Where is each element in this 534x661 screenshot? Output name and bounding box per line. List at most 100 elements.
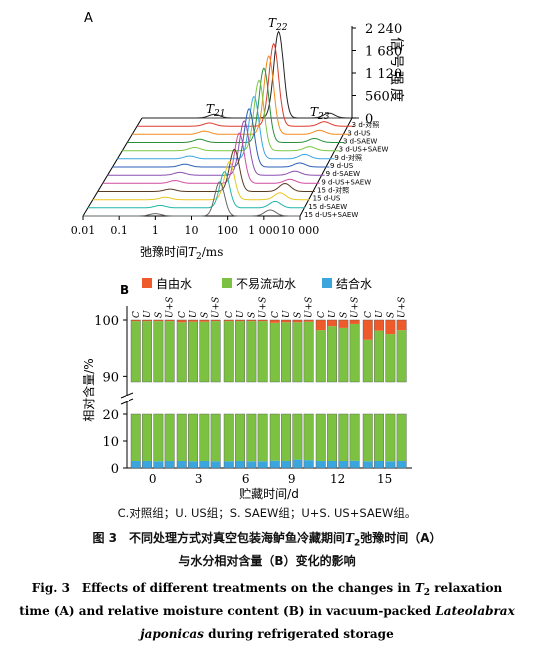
bar-free-water: [246, 320, 257, 322]
bar-free-water: [131, 320, 141, 322]
bar-free-water: [177, 320, 187, 323]
caption-en-line-3: japonicas during refrigerated storage: [138, 627, 394, 641]
bar-free-water: [188, 320, 198, 322]
legend-label: 不易流动水: [236, 277, 296, 291]
bar-bound-water: [246, 461, 257, 468]
bar-bound-water: [188, 461, 198, 468]
legend-label: 结合水: [336, 276, 372, 291]
caption-cn-title-2: 与水分相对含量（B）变化的影响: [178, 554, 356, 568]
series-label: 3 d-SAEW: [343, 138, 377, 146]
panel-b-x-label: 贮藏时间/d: [239, 486, 299, 501]
bar-outline-upper: [188, 319, 199, 383]
series-label: 9 d-对照: [334, 153, 362, 162]
series-label: 3 d-US+SAEW: [339, 146, 389, 154]
right-tick-label: 1 680: [365, 45, 402, 60]
bar-outline-lower: [315, 413, 326, 469]
caption-cn-title: 图 3 不同处理方式对真空包装海鲈鱼冷藏期间T2弛豫时间（A）: [92, 531, 442, 549]
bar-immobilized-water-lower: [164, 414, 175, 461]
bar-outline-upper: [130, 319, 141, 383]
right-tick-label: 560: [365, 90, 390, 105]
caption-en-line-2: time (A) and relative moisture content (…: [19, 604, 515, 618]
series-label: 9 d-SAEW: [326, 170, 360, 178]
bar-immobilized-water-lower: [131, 414, 141, 461]
panel-b-legend: 自由水 不易流动水 结合水: [142, 276, 372, 291]
bar-outline-lower: [362, 413, 373, 469]
peak-label-t21: T21: [206, 102, 225, 119]
bar-immobilized-water-lower: [349, 414, 360, 461]
bar-bound-water: [396, 460, 407, 468]
bar-immobilized-water-upper: [246, 321, 257, 382]
right-tick-label: 2 240: [365, 22, 402, 37]
series-curve: [102, 132, 320, 184]
bar-bound-water: [374, 460, 384, 468]
bar-immobilized-water-upper: [257, 321, 268, 382]
bar-immobilized-water-lower: [199, 414, 210, 461]
bar-outline-upper: [385, 319, 396, 383]
bar-free-water: [338, 320, 349, 328]
series-curve: [87, 171, 305, 209]
panel-a-label: A: [84, 11, 93, 26]
bar-group-label: U+S: [166, 297, 176, 318]
bar-outline-lower: [164, 413, 175, 469]
bar-outline-upper: [315, 319, 326, 383]
bar-free-water: [153, 320, 164, 322]
bar-free-water: [257, 320, 268, 322]
series-curve: [122, 79, 340, 152]
bar-group-label: U: [375, 310, 385, 318]
bar-immobilized-water-lower: [246, 414, 257, 462]
bar-outline-upper: [176, 319, 187, 383]
bar-outline-lower: [327, 413, 337, 469]
bar-immobilized-water-lower: [292, 414, 303, 460]
caption-abbreviations: C.对照组；U. US组；S. SAEW组；U+S. US+SAEW组。: [117, 506, 417, 520]
bar-group-label: C: [132, 311, 142, 318]
bar-immobilized-water-lower: [327, 414, 337, 461]
bar-bound-water: [385, 461, 396, 468]
bar-outline-lower: [235, 413, 246, 469]
bar-immobilized-water-upper: [385, 334, 396, 382]
bar-bound-water: [177, 460, 187, 468]
bar-group-label: U+S: [305, 297, 315, 318]
series-label: 3 d-US: [347, 129, 371, 137]
bar-group-label: S: [386, 312, 396, 318]
bar-free-water: [349, 320, 360, 324]
x-tick-label: 0.1: [110, 224, 128, 237]
bar-outline-upper: [257, 319, 268, 383]
bar-free-water: [303, 320, 314, 322]
right-tick-label: 0: [365, 112, 373, 127]
bar-outline-upper: [235, 319, 246, 383]
legend-label: 自由水: [156, 277, 192, 291]
caption-en-line-1: Fig. 3 Effects of different treatments o…: [32, 581, 503, 598]
panel-a-right-ticks: 2 240 1 680 1 120 560 0: [352, 22, 402, 127]
x-tick-label: 100: [217, 224, 238, 237]
bar-outline-lower: [130, 413, 141, 469]
bar-outline-upper: [362, 319, 373, 383]
bar-group-label: C: [317, 311, 327, 318]
series-label: 9 d-US+SAEW: [321, 178, 371, 186]
bar-immobilized-water-upper: [131, 321, 141, 382]
bar-bound-water: [327, 460, 337, 468]
bar-immobilized-water-upper: [396, 330, 407, 382]
bar-free-water: [142, 320, 152, 322]
x-tick-label: 1 000: [248, 224, 280, 237]
x-tick-label: 0: [149, 472, 157, 486]
y-tick-label: 100: [94, 314, 119, 329]
bar-group-label: U+S: [212, 297, 222, 318]
panel-b-y-label: 相对含量/%: [81, 358, 96, 421]
bar-bound-water: [257, 461, 268, 468]
bar-immobilized-water-upper: [153, 321, 164, 382]
bar-outline-upper: [164, 319, 175, 383]
bar-immobilized-water-lower: [210, 414, 221, 462]
bar-outline-lower: [349, 413, 360, 469]
x-tick-label: 15: [377, 472, 392, 486]
bar-outline-lower: [269, 413, 280, 469]
panel-a-x-label: 弛豫时间T2/ms: [140, 245, 223, 262]
bar-immobilized-water-lower: [374, 414, 384, 461]
bar-immobilized-water-lower: [303, 414, 314, 461]
bar-immobilized-water-upper: [188, 321, 198, 382]
bar-outline-upper: [142, 319, 153, 383]
bar-outline-upper: [153, 319, 164, 383]
bar-outline-lower: [257, 413, 268, 469]
panel-b-y-ticks: 0 10 20 90 100: [94, 314, 127, 477]
series-label: 9 d-US: [330, 162, 354, 170]
bar-free-water: [385, 320, 396, 335]
